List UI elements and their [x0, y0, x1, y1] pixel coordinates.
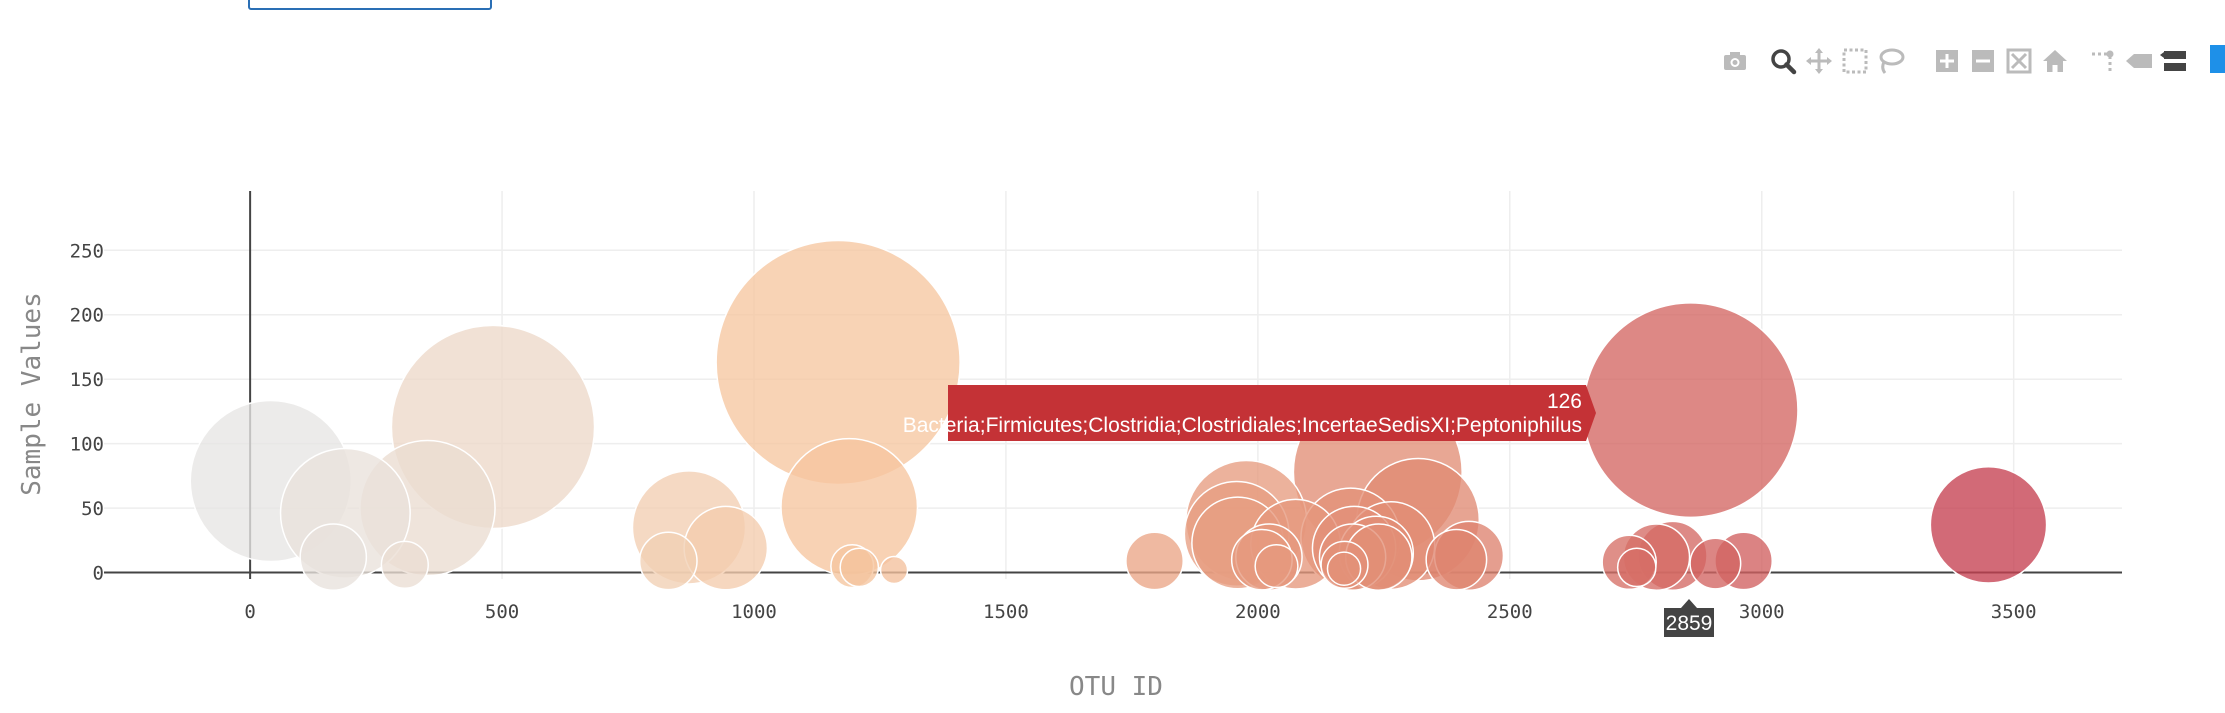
bubble[interactable]: [1326, 551, 1362, 586]
bubble[interactable]: [380, 540, 429, 589]
x-tick-label: 3000: [1739, 601, 1785, 623]
x-axis-title: OTU ID: [1069, 672, 1163, 702]
x-tick-label: 3500: [1991, 601, 2037, 623]
sample-dropdown[interactable]: [248, 0, 492, 10]
x-axis-ticks: 0 500 1000 1500 2000 2500 3000 3500: [244, 601, 2036, 623]
pan-icon[interactable]: [1802, 44, 1836, 78]
y-tick-label: 0: [93, 563, 104, 585]
x-tick-label: 1000: [731, 601, 777, 623]
bubble[interactable]: [683, 505, 769, 591]
zoom-in-icon[interactable]: [1930, 44, 1964, 78]
bubble[interactable]: [299, 523, 368, 591]
bubble-hovered[interactable]: [1582, 302, 1799, 519]
y-tick-label: 200: [70, 305, 104, 327]
y-tick-label: 100: [70, 434, 104, 456]
zoom-out-icon[interactable]: [1966, 44, 2000, 78]
zoom-icon[interactable]: [1766, 44, 1800, 78]
hover-value: 126: [1547, 390, 1582, 413]
hover-closest-icon[interactable]: [2122, 44, 2156, 78]
x-tick-label: 1500: [983, 601, 1029, 623]
bubbles: [189, 239, 2048, 592]
spike-lines-icon[interactable]: [2086, 44, 2120, 78]
x-tick-label: 2000: [1235, 601, 1281, 623]
hover-x-label: 2859: [1666, 612, 1713, 635]
x-tick-label: 2500: [1487, 601, 1533, 623]
panel-edge-tab[interactable]: [2210, 45, 2225, 73]
reset-axes-icon[interactable]: [2038, 44, 2072, 78]
autoscale-icon[interactable]: [2002, 44, 2036, 78]
lasso-icon[interactable]: [1874, 44, 1908, 78]
bubble[interactable]: [1425, 528, 1488, 591]
hover-x-label-box: [1664, 599, 1714, 637]
bubble[interactable]: [1689, 537, 1742, 590]
bubble[interactable]: [839, 547, 880, 588]
bubble[interactable]: [1125, 531, 1184, 591]
camera-icon[interactable]: [1718, 44, 1752, 78]
y-axis-ticks: 0 50 100 150 200 250: [70, 240, 104, 584]
box-select-icon[interactable]: [1838, 44, 1872, 78]
x-tick-label: 500: [485, 601, 519, 623]
x-tick-label: 0: [244, 601, 255, 623]
bubble[interactable]: [1929, 465, 2048, 584]
y-tick-label: 150: [70, 369, 104, 391]
bubble[interactable]: [879, 555, 909, 585]
y-tick-label: 50: [81, 498, 104, 520]
y-axis-title: Sample Values: [17, 292, 47, 496]
bubble[interactable]: [1254, 543, 1299, 589]
hover-layer: 126 Bacteria;Firmicutes;Clostridia;Clost…: [903, 385, 1714, 637]
bubble[interactable]: [1616, 547, 1657, 588]
hover-label-box: [948, 385, 1596, 441]
bubble[interactable]: [638, 531, 698, 591]
y-tick-label: 250: [70, 240, 104, 262]
hover-compare-icon[interactable]: [2158, 44, 2192, 78]
hover-taxonomy: Bacteria;Firmicutes;Clostridia;Clostridi…: [903, 414, 1582, 437]
